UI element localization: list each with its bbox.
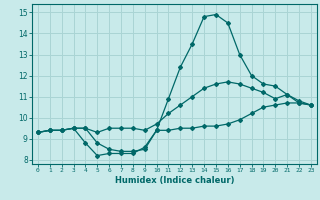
X-axis label: Humidex (Indice chaleur): Humidex (Indice chaleur) [115,176,234,185]
